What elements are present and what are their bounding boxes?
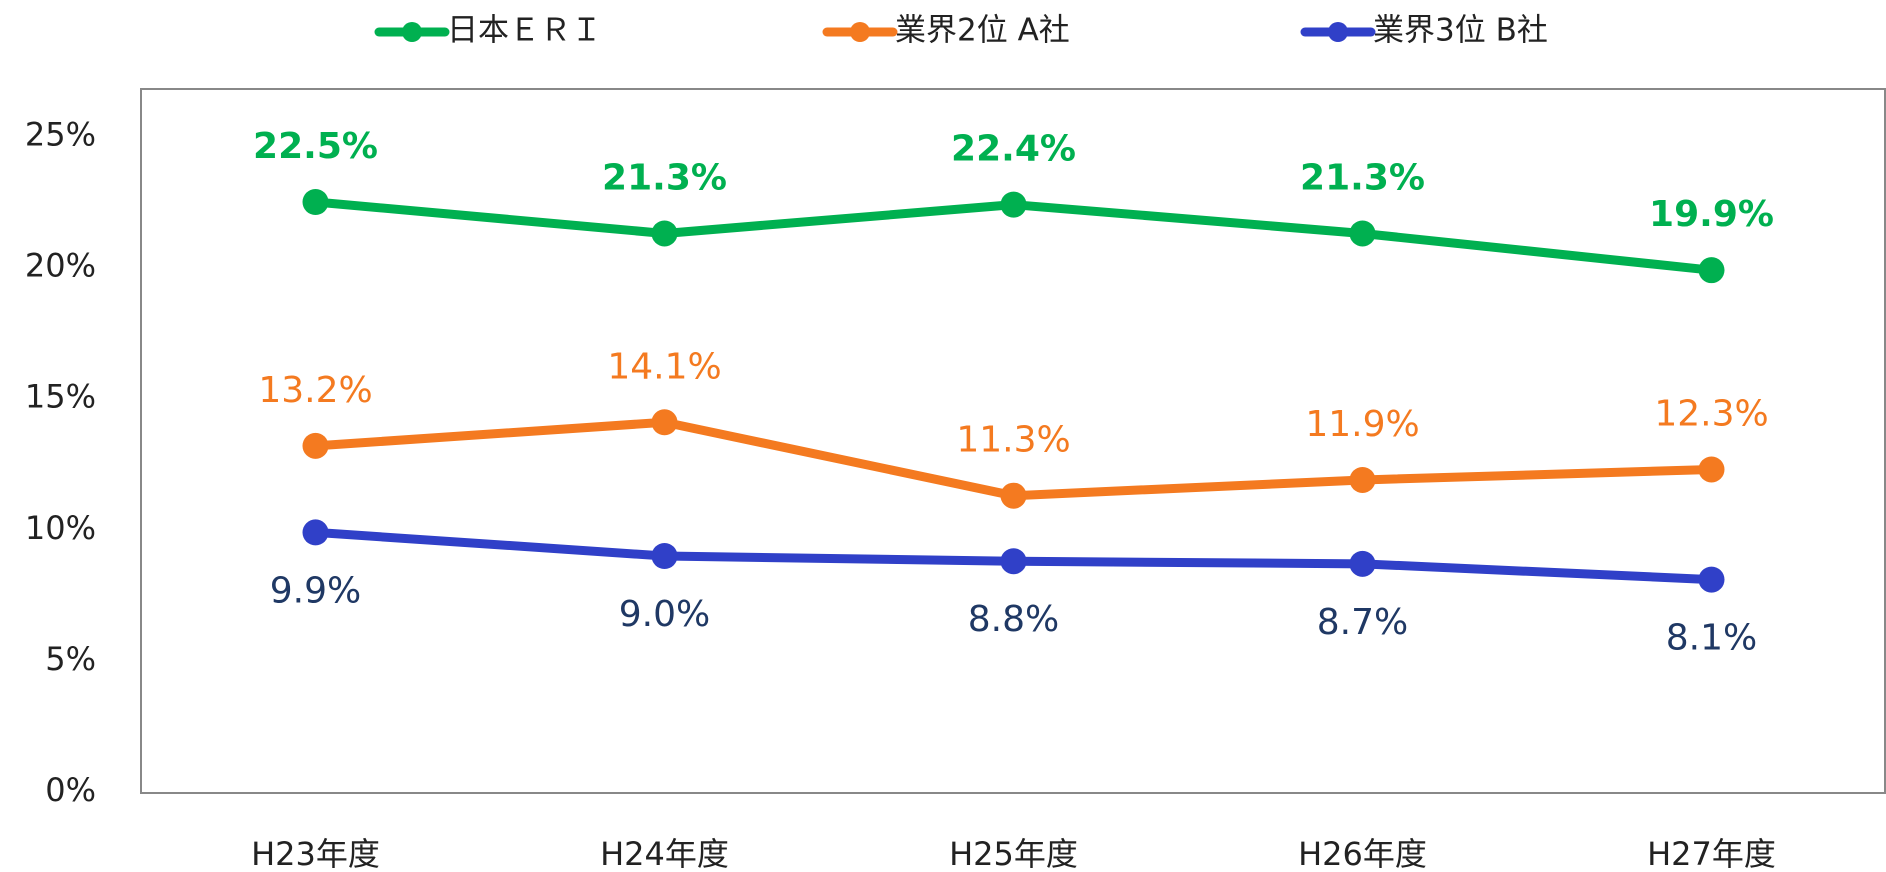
data-point: [1349, 466, 1376, 493]
x-tick-label: H26年度: [1298, 835, 1427, 872]
plot-frame: [140, 88, 1886, 794]
data-label: 9.9%: [270, 570, 361, 611]
data-label: 21.3%: [1300, 157, 1425, 198]
y-tick-label: 10%: [25, 509, 96, 547]
x-tick-label: H27年度: [1647, 835, 1776, 872]
data-point: [1349, 550, 1376, 577]
data-label: 21.3%: [602, 157, 727, 198]
data-point: [1000, 482, 1027, 509]
legend-marker: [850, 22, 870, 42]
data-point: [1698, 257, 1725, 284]
legend-label: 業界3位 B社: [1373, 13, 1548, 49]
data-label: 22.5%: [253, 126, 378, 167]
data-label: 8.7%: [1317, 602, 1408, 643]
data-label: 11.3%: [956, 420, 1070, 461]
data-label: 19.9%: [1649, 194, 1774, 235]
y-tick-label: 0%: [45, 771, 96, 809]
legend-marker: [1328, 22, 1348, 42]
y-tick-label: 15%: [25, 378, 96, 416]
data-point: [1000, 548, 1027, 575]
data-point: [302, 519, 329, 546]
data-point: [651, 220, 678, 247]
data-point: [1698, 456, 1725, 483]
data-point: [1698, 566, 1725, 593]
data-label: 14.1%: [607, 346, 721, 387]
data-label: 9.0%: [619, 594, 710, 635]
x-tick-label: H23年度: [251, 835, 380, 872]
data-label: 22.4%: [951, 129, 1076, 170]
data-label: 8.8%: [968, 599, 1059, 640]
data-point: [1000, 191, 1027, 218]
legend-label: 日本ＥＲＩ: [447, 13, 602, 49]
data-point: [651, 543, 678, 569]
x-tick-label: H24年度: [600, 835, 729, 872]
x-tick-label: H25年度: [949, 835, 1078, 872]
data-point: [302, 189, 329, 215]
legend-label: 業界2位 A社: [895, 13, 1070, 49]
data-label: 12.3%: [1654, 393, 1768, 434]
data-label: 13.2%: [258, 370, 372, 411]
data-label: 8.1%: [1666, 618, 1757, 659]
legend-marker: [402, 22, 422, 42]
y-tick-label: 25%: [25, 115, 96, 153]
data-label: 11.9%: [1305, 404, 1419, 445]
data-point: [1349, 220, 1376, 247]
y-tick-label: 20%: [25, 247, 96, 285]
data-point: [651, 409, 678, 436]
y-tick-label: 5%: [45, 640, 96, 678]
data-point: [302, 432, 329, 459]
